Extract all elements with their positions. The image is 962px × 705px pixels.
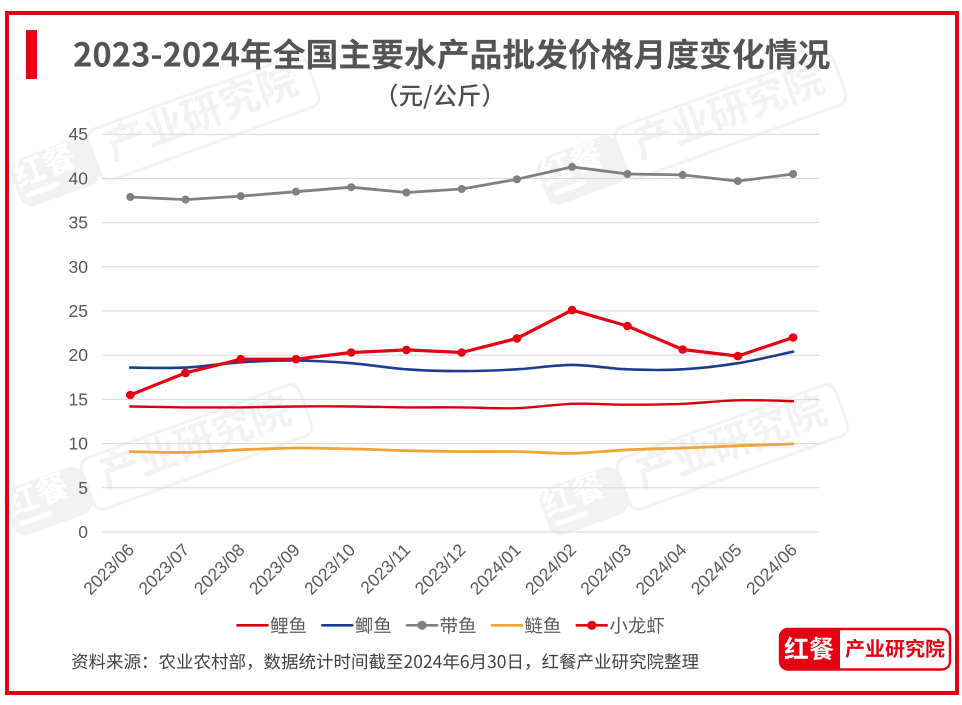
svg-text:45: 45 xyxy=(69,124,88,144)
svg-text:30: 30 xyxy=(69,257,89,277)
svg-text:35: 35 xyxy=(69,213,88,233)
svg-text:40: 40 xyxy=(69,168,89,188)
svg-text:15: 15 xyxy=(69,389,88,409)
svg-text:20: 20 xyxy=(69,345,89,365)
svg-text:25: 25 xyxy=(69,301,88,321)
svg-text:0: 0 xyxy=(78,522,88,542)
svg-text:5: 5 xyxy=(78,478,88,498)
svg-text:10: 10 xyxy=(69,434,89,454)
